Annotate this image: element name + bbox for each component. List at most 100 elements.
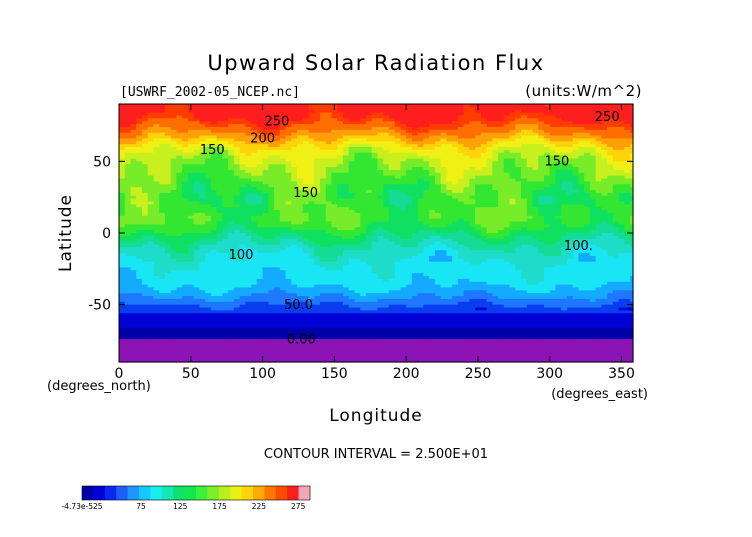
heatmap-cell <box>176 230 183 234</box>
heatmap-cell <box>130 115 137 119</box>
heatmap-cell <box>371 250 379 254</box>
heatmap-cell <box>457 230 465 234</box>
heatmap-cell <box>423 106 430 111</box>
heatmap-cell <box>239 261 246 266</box>
heatmap-cell <box>176 255 183 260</box>
heatmap-cell <box>124 141 132 145</box>
heatmap-cell <box>584 106 591 111</box>
heatmap-cell <box>164 244 172 248</box>
heatmap-cell <box>601 230 608 234</box>
heatmap-cell <box>383 178 390 182</box>
heatmap-cell <box>584 141 591 145</box>
heatmap-cell <box>256 144 264 148</box>
heatmap-cell <box>365 164 373 168</box>
heatmap-cell <box>429 158 436 162</box>
heatmap-cell <box>595 247 603 251</box>
heatmap-cell <box>543 135 551 139</box>
heatmap-cell <box>515 115 522 119</box>
heatmap-cell <box>411 138 419 142</box>
heatmap-cell <box>423 192 430 197</box>
heatmap-cell <box>388 244 396 248</box>
heatmap-cell <box>377 244 384 248</box>
heatmap-cell <box>297 187 304 191</box>
heatmap-cell <box>572 112 580 117</box>
heatmap-cell <box>543 238 551 243</box>
heatmap-cell <box>274 167 281 171</box>
heatmap-cell <box>314 255 321 260</box>
heatmap-cell <box>153 129 160 134</box>
heatmap-cell <box>492 115 499 119</box>
heatmap-cell <box>475 250 482 254</box>
heatmap-cell <box>119 258 126 263</box>
heatmap-cell <box>222 244 229 248</box>
heatmap-cell <box>337 147 344 151</box>
heatmap-cell <box>205 104 212 108</box>
heatmap-cell <box>245 158 252 162</box>
heatmap-cell <box>423 235 430 240</box>
heatmap-cell <box>595 181 603 185</box>
heatmap-cell <box>256 115 264 119</box>
heatmap-cell <box>446 212 453 217</box>
heatmap-cell <box>302 161 310 165</box>
heatmap-cell <box>274 112 281 117</box>
heatmap-cell <box>400 224 407 228</box>
heatmap-cell <box>417 172 424 177</box>
heatmap-cell <box>555 204 562 208</box>
heatmap-cell <box>274 215 281 220</box>
heatmap-cell <box>348 204 356 208</box>
heatmap-cell <box>153 253 160 257</box>
heatmap-cell <box>285 187 292 191</box>
heatmap-cell <box>578 149 585 154</box>
heatmap-cell <box>222 155 229 160</box>
heatmap-cell <box>331 115 338 119</box>
heatmap-cell <box>159 238 166 243</box>
heatmap-cell <box>457 247 465 251</box>
heatmap-cell <box>607 132 614 137</box>
heatmap-cell <box>555 195 562 200</box>
heatmap-cell <box>365 158 373 162</box>
heatmap-cell <box>342 112 350 117</box>
heatmap-cell <box>612 172 620 177</box>
heatmap-cell <box>291 238 298 243</box>
heatmap-cell <box>210 207 218 211</box>
heatmap-cell <box>463 195 470 200</box>
heatmap-cell <box>463 138 470 142</box>
heatmap-cell <box>463 235 470 240</box>
heatmap-cell <box>233 261 241 266</box>
heatmap-cell <box>618 218 625 223</box>
heatmap-cell <box>342 261 350 266</box>
heatmap-cell <box>469 109 476 114</box>
heatmap-cell <box>187 118 195 122</box>
heatmap-cell <box>291 158 298 162</box>
heatmap-cell <box>119 230 126 234</box>
heatmap-cell <box>463 212 470 217</box>
heatmap-cell <box>302 138 310 142</box>
heatmap-cell <box>205 195 212 200</box>
heatmap-cell <box>503 161 511 165</box>
heatmap-cell <box>400 215 407 220</box>
heatmap-cell <box>130 235 137 240</box>
heatmap-cell <box>153 126 160 131</box>
heatmap-cell <box>325 204 333 208</box>
heatmap-cell <box>509 178 516 182</box>
heatmap-cell <box>434 149 442 154</box>
heatmap-cell <box>365 192 373 197</box>
heatmap-cell <box>371 109 379 114</box>
heatmap-cell <box>411 221 419 225</box>
heatmap-cell <box>251 144 258 148</box>
heatmap-cell <box>153 109 160 114</box>
heatmap-cell <box>302 132 310 137</box>
heatmap-cell <box>572 230 580 234</box>
heatmap-cell <box>446 204 453 208</box>
heatmap-cell <box>119 161 126 165</box>
heatmap-cell <box>572 104 580 108</box>
heatmap-cell <box>147 138 155 142</box>
heatmap-cell <box>193 215 200 220</box>
heatmap-cell <box>297 155 304 160</box>
heatmap-cell <box>377 112 384 117</box>
heatmap-cell <box>360 115 367 119</box>
heatmap-cell <box>187 149 195 154</box>
heatmap-cell <box>262 230 269 234</box>
heatmap-cell <box>417 184 424 188</box>
heatmap-cell <box>601 115 608 119</box>
